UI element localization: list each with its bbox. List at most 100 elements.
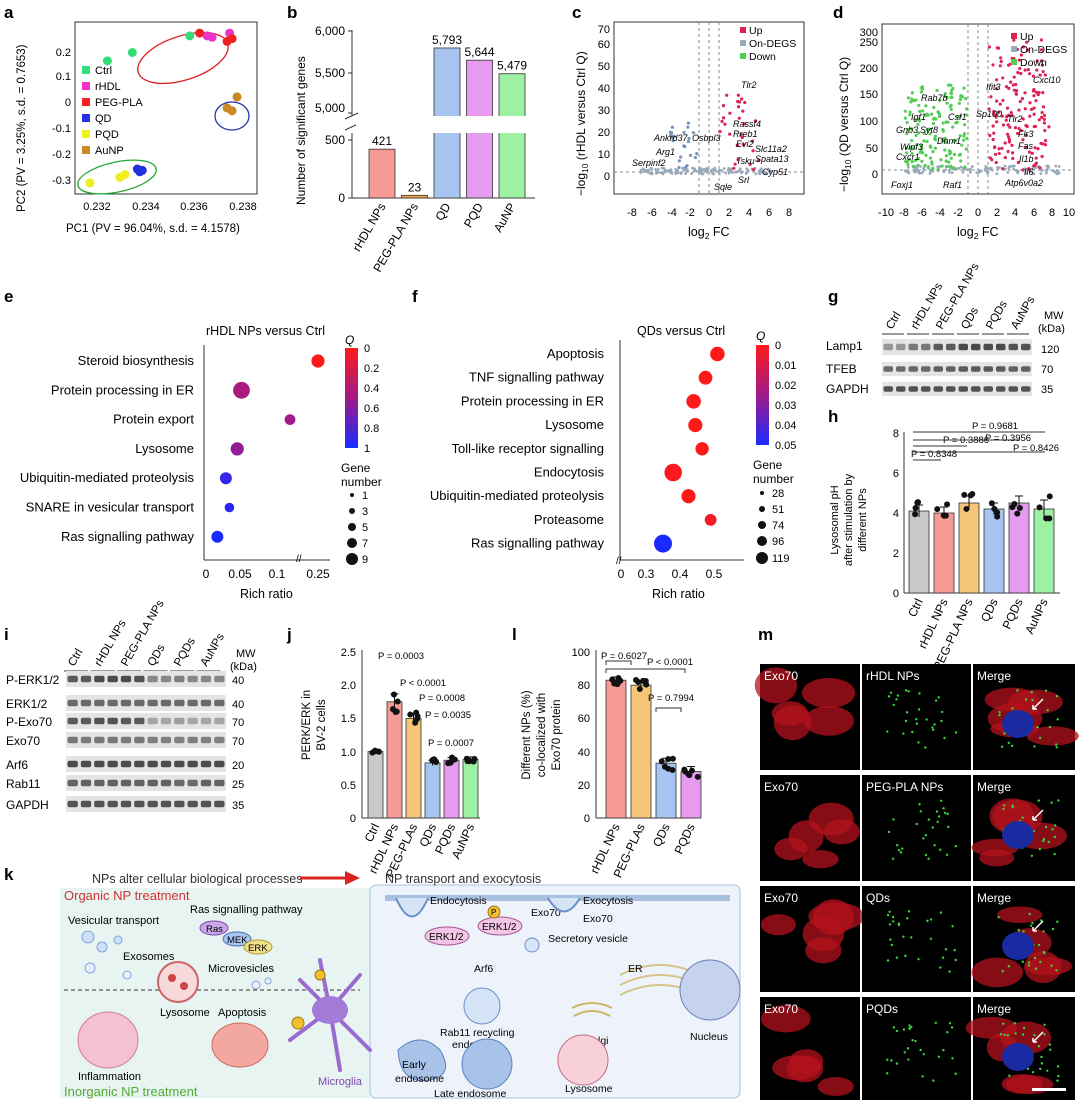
blot-row-label: Lamp1 xyxy=(826,339,863,353)
legend-label: Down xyxy=(1020,57,1047,69)
y-tick: 20 xyxy=(578,780,590,792)
blot-band xyxy=(214,779,225,787)
volcano-point xyxy=(1017,58,1021,62)
volcano-point xyxy=(928,132,932,136)
blot-band xyxy=(174,717,185,725)
volcano-point xyxy=(920,151,925,155)
blot-band xyxy=(996,386,1006,392)
volcano-point xyxy=(1025,48,1030,52)
tfeb-blot-strip xyxy=(882,362,1032,376)
volcano-point xyxy=(1023,107,1027,111)
pathway-term: Protein processing in ER xyxy=(51,382,194,397)
volcano-point xyxy=(1018,99,1022,104)
volcano-point xyxy=(939,158,943,162)
scheme-label: Late endosome xyxy=(434,1088,507,1100)
bar xyxy=(983,508,1005,594)
volcano-point xyxy=(1006,149,1010,154)
y-tick: 6 xyxy=(893,468,899,480)
nanoparticle-signal xyxy=(895,698,898,701)
panel-d-yticks: 0 50 100 150 200 250 300 xyxy=(860,27,878,181)
enrichment-point xyxy=(664,463,682,482)
volcano-point xyxy=(1023,91,1027,95)
volcano-point xyxy=(695,151,699,156)
pathway-term: Proteasome xyxy=(534,512,604,527)
nanoparticle-signal xyxy=(922,1053,925,1056)
nanoparticle-signal xyxy=(921,1075,924,1078)
blot-band xyxy=(908,366,918,372)
blot-band xyxy=(147,717,158,725)
legend-label: rHDL xyxy=(95,81,121,93)
nanoparticle-signal xyxy=(897,848,901,852)
scheme-label: Rab11 recycling xyxy=(440,1027,515,1039)
nanoparticle-signal xyxy=(1006,1034,1010,1037)
volcano-point xyxy=(920,159,924,163)
nanoparticle-signal xyxy=(1056,718,1059,721)
volcano-point xyxy=(948,171,951,174)
data-point xyxy=(632,677,639,684)
nanoparticle-signal xyxy=(933,723,936,726)
pathway-term: TNF signalling pathway xyxy=(469,370,605,385)
panel-f-terms: Apoptosis TNF signalling pathway Protein p… xyxy=(430,346,605,551)
early-endosome-icon xyxy=(397,1039,447,1082)
significance-bracket xyxy=(655,707,682,712)
enrichment-point xyxy=(698,370,713,385)
panel-d-gene-labels: Cxcl10 Ifit3 Rab7b Tlr2 Sp100 Igf1 Csf1 … xyxy=(891,75,1061,190)
bar xyxy=(368,148,396,199)
scheme-label: Exo70 xyxy=(583,913,613,925)
volcano-point xyxy=(922,131,927,135)
blot-band xyxy=(107,717,118,725)
volcano-point xyxy=(905,120,909,125)
panel-b-ylabel: Number of significant genes xyxy=(294,56,308,205)
nanoparticle-signal xyxy=(1040,1055,1043,1059)
micrograph-tile xyxy=(862,775,971,881)
size-legend-label: 96 xyxy=(772,536,784,548)
volcano-point xyxy=(1040,154,1044,159)
nanoparticle-signal xyxy=(892,920,895,923)
volcano-point xyxy=(732,166,736,170)
volcano-point xyxy=(700,169,703,173)
nanoparticle-signal xyxy=(944,948,948,951)
scheme-label: Apoptosis xyxy=(218,1007,267,1019)
volcano-point xyxy=(1007,135,1011,139)
arrow-icon xyxy=(1032,698,1044,710)
size-legend-label: 74 xyxy=(772,520,784,532)
panel-a-xticks: 0.232 0.234 0.236 0.238 xyxy=(83,201,257,213)
volcano-point xyxy=(1032,112,1036,116)
volcano-point xyxy=(912,146,916,150)
arrow-icon xyxy=(1032,920,1044,932)
volcano-point xyxy=(961,170,965,174)
volcano-point xyxy=(1041,142,1045,146)
nanoparticle-signal xyxy=(1056,1079,1059,1082)
pathway-term: Ubiquitin-mediated proteolysis xyxy=(430,488,605,503)
blot-band xyxy=(80,760,92,768)
volcano-point xyxy=(1035,68,1039,72)
legend-swatch xyxy=(82,66,90,74)
nanoparticle-signal xyxy=(997,916,1000,919)
mw-value: 25 xyxy=(232,779,244,791)
volcano-point xyxy=(940,164,944,168)
blot-row-strip xyxy=(66,695,226,711)
blot-band xyxy=(174,675,185,683)
panel-h-pvalues: P = 0.8348 P = 0.3886 P = 0.9681 P = 0.3… xyxy=(911,421,1059,461)
panel-a-points xyxy=(85,28,242,188)
volcano-point xyxy=(1010,164,1014,168)
nanoparticle-signal xyxy=(1040,919,1043,922)
nanoparticle-signal xyxy=(942,1048,945,1052)
volcano-point xyxy=(946,83,951,87)
blot-band xyxy=(67,779,78,787)
blot-band xyxy=(134,779,145,787)
legend-swatch xyxy=(82,130,90,138)
axis-break xyxy=(344,123,359,131)
volcano-point xyxy=(920,87,925,91)
nanoparticle-signal xyxy=(904,719,908,723)
nanoparticle-signal xyxy=(938,848,942,851)
scheme-label: ERK1/2 xyxy=(482,922,517,933)
volcano-point xyxy=(1053,171,1057,174)
exo70-signal xyxy=(808,902,865,931)
x-tick: 0.5 xyxy=(706,567,723,581)
panel-j-bars xyxy=(367,691,479,819)
gene-label: Ifit3 xyxy=(986,82,1001,92)
nanoparticle-signal xyxy=(1036,726,1039,729)
nanoparticle-signal xyxy=(886,1058,889,1061)
volcano-point xyxy=(1011,83,1015,87)
